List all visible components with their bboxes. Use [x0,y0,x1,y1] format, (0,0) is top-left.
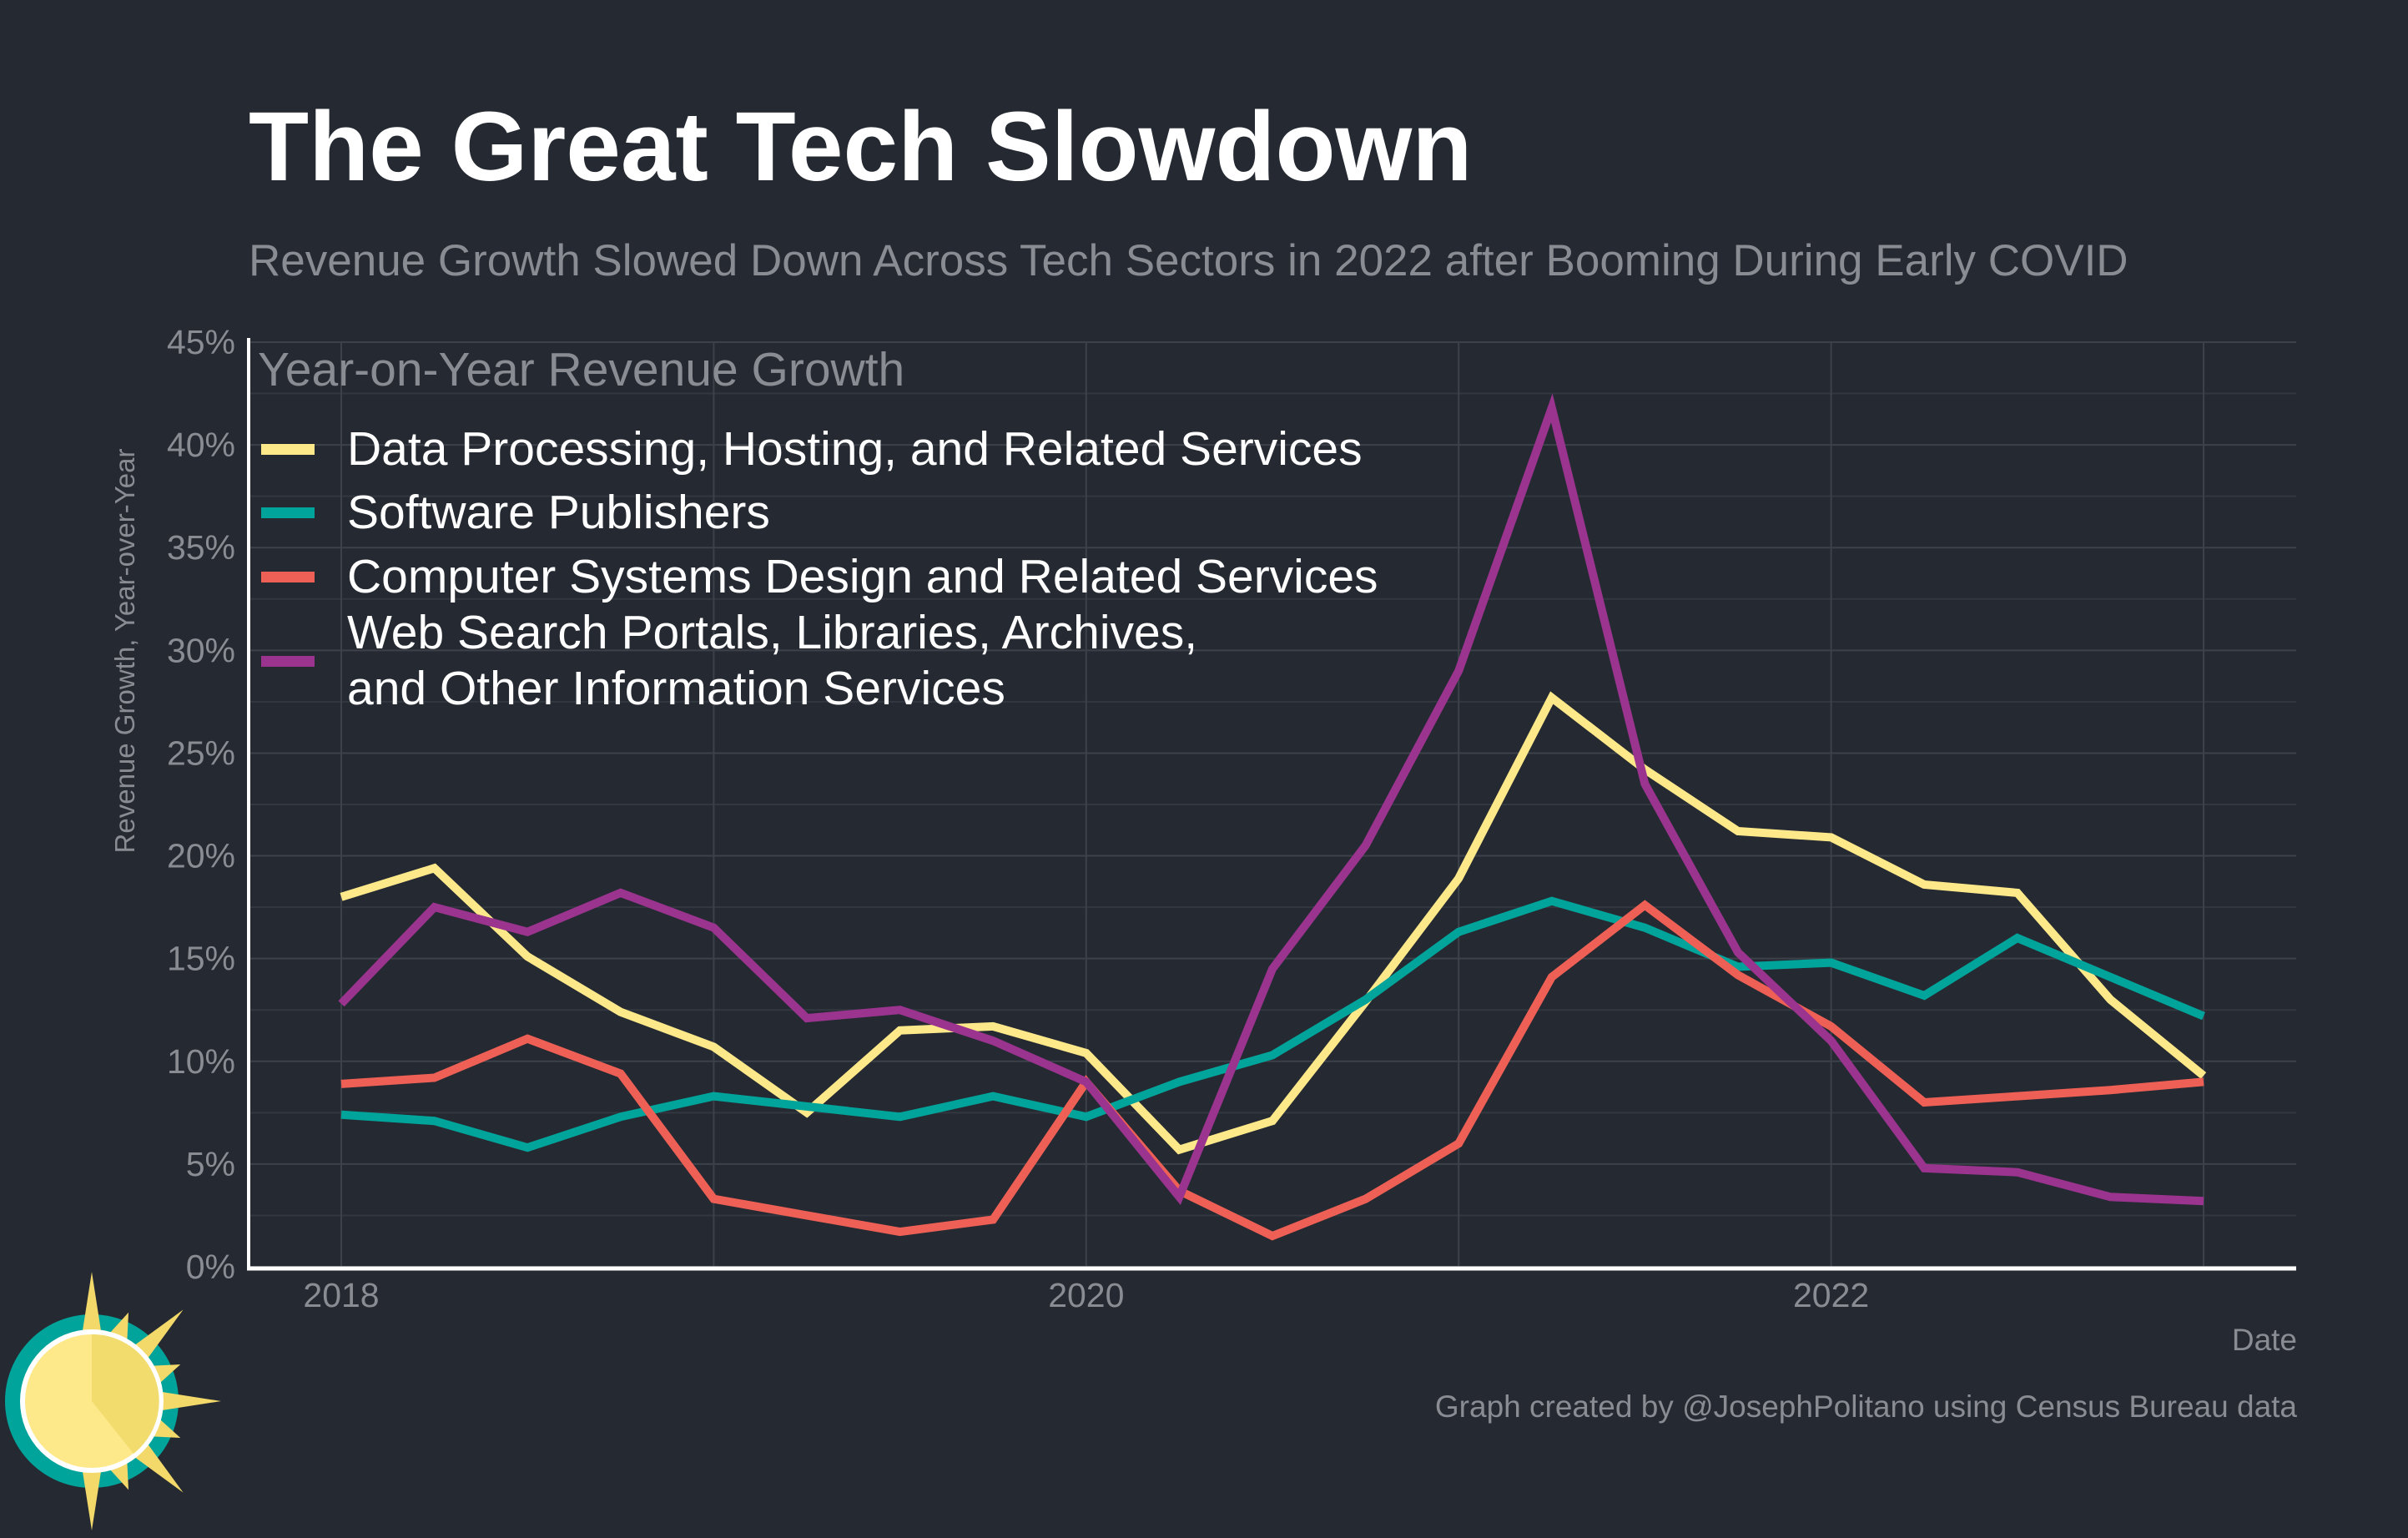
sun-ray [153,1419,181,1439]
legend-label-line2: and Other Information Services [347,662,1005,715]
legend-label: Software Publishers [347,486,770,539]
tick-labels: 0% 5% 10% 15% 20% 25% 30% 35% 40% 45% 2018 2020 2022 [167,323,1869,1314]
legend-item-software-publishers: Software Publishers [261,485,770,541]
legend-item-data-processing: Data Processing, Hosting, and Related Se… [261,421,1363,477]
chart-title: The Great Tech Slowdown [249,92,1473,202]
chart-subtitle: Revenue Growth Slowed Down Across Tech S… [249,236,2128,285]
sun-ray [110,1312,129,1340]
y-tick-label: 0% [186,1248,235,1286]
legend-label: Data Processing, Hosting, and Related Se… [347,422,1363,476]
sun-ray [134,1444,184,1493]
y-tick-label: 20% [167,837,235,875]
x-tick-label: 2020 [1048,1276,1124,1314]
legend-label-line1: Web Search Portals, Libraries, Archives, [347,606,1198,659]
axes [247,338,2296,1271]
y-tick-label: 30% [167,631,235,669]
legend-label: Web Search Portals, Libraries, Archives,… [347,605,1197,717]
series-line-1 [340,896,2205,1152]
y-tick-label: 45% [167,323,235,361]
y-tick-label: 25% [167,734,235,772]
legend-swatch [261,507,315,518]
series-line-3 [338,393,2204,1206]
series-line-0 [340,691,2207,1155]
y-tick-label: 40% [167,426,235,464]
sun-logo-icon [5,1272,221,1530]
credit-text: Graph created by @JosephPolitano using C… [1434,1389,2297,1424]
y-tick-label: 5% [186,1145,235,1183]
y-axis-label: Revenue Growth, Year-over-Year [109,448,140,854]
series-line-2 [340,900,2204,1241]
x-axis-label: Date [2231,1323,2297,1357]
series-lines [338,393,2207,1241]
sun-ray [82,1471,102,1530]
sun-ray [110,1462,129,1490]
legend-label: Computer Systems Design and Related Serv… [347,550,1378,603]
sun-ray [134,1309,184,1359]
legend-swatch [261,655,315,667]
y-tick-label: 15% [167,940,235,978]
x-tick-label: 2022 [1793,1276,1869,1314]
legend-title: Year-on-Year Revenue Growth [258,343,905,396]
legend-item-web-search: Web Search Portals, Libraries, Archives,… [261,605,1197,717]
legend-swatch [261,572,315,582]
sun-ray [82,1272,102,1331]
gridlines [249,341,2296,1268]
legend-swatch [261,444,315,455]
sun-ray [153,1364,181,1383]
legend-item-computer-systems: Computer Systems Design and Related Serv… [261,549,1378,605]
sun-ray [162,1391,221,1411]
y-tick-label: 10% [167,1042,235,1081]
x-tick-label: 2018 [303,1276,379,1314]
y-tick-label: 35% [167,528,235,567]
